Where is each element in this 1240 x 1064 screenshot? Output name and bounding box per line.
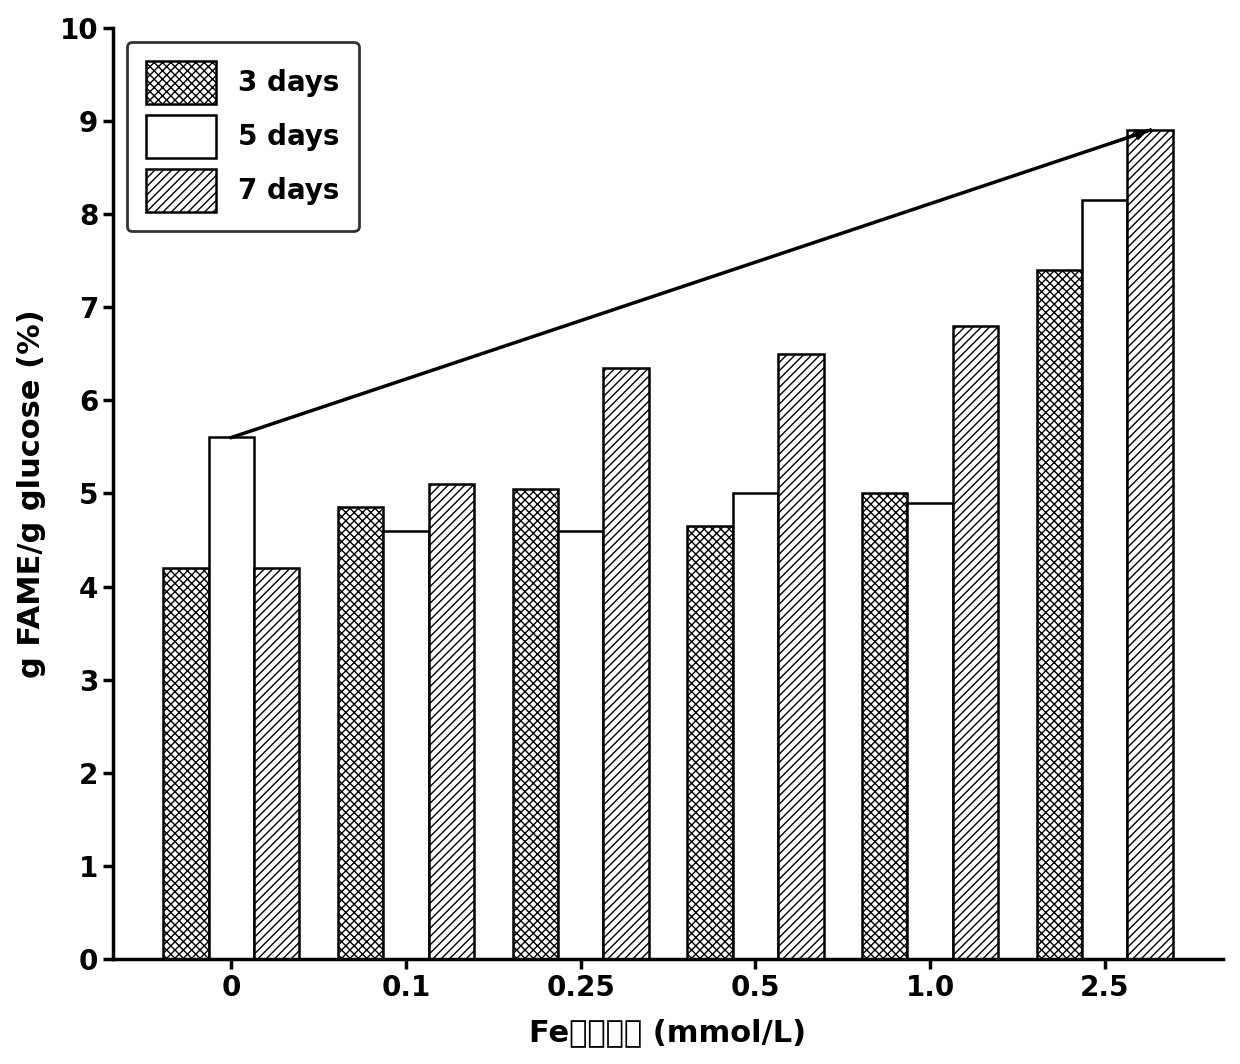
Bar bbox=[254, 568, 300, 959]
Legend: 3 days, 5 days, 7 days: 3 days, 5 days, 7 days bbox=[126, 41, 358, 231]
Bar bbox=[1127, 130, 1173, 959]
Bar bbox=[952, 326, 998, 959]
Bar bbox=[164, 568, 208, 959]
Bar bbox=[733, 494, 777, 959]
Bar bbox=[558, 531, 604, 959]
Bar bbox=[339, 508, 383, 959]
Bar bbox=[208, 437, 254, 959]
Bar bbox=[429, 484, 474, 959]
Bar bbox=[1037, 270, 1083, 959]
X-axis label: Fe投加浓度 (mmol/L): Fe投加浓度 (mmol/L) bbox=[529, 1018, 806, 1047]
Bar bbox=[512, 488, 558, 959]
Bar bbox=[383, 531, 429, 959]
Y-axis label: g FAME/g glucose (%): g FAME/g glucose (%) bbox=[16, 309, 46, 678]
Bar bbox=[604, 368, 649, 959]
Bar bbox=[687, 526, 733, 959]
Bar bbox=[1083, 200, 1127, 959]
Bar bbox=[908, 502, 952, 959]
Bar bbox=[777, 353, 823, 959]
Bar bbox=[862, 494, 908, 959]
